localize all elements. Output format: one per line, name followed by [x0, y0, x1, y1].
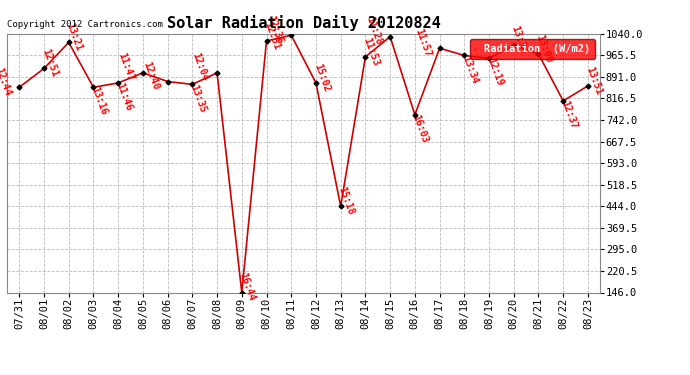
Text: 13:21: 13:21 [65, 21, 84, 53]
Text: Copyright 2012 Cartronics.com: Copyright 2012 Cartronics.com [7, 20, 163, 28]
Text: 13:34: 13:34 [510, 24, 529, 55]
Text: 13:34: 13:34 [460, 54, 480, 85]
Text: 13:35: 13:35 [188, 83, 208, 114]
Text: 15:18: 15:18 [337, 185, 356, 216]
Text: 11:57: 11:57 [413, 27, 433, 58]
Text: 11:53: 11:53 [362, 36, 381, 67]
Text: 11:28: 11:28 [364, 16, 383, 46]
Text: 16:44: 16:44 [237, 272, 257, 303]
Text: 12:40: 12:40 [141, 60, 161, 92]
Text: 11:47: 11:47 [117, 52, 136, 83]
Text: 11:46: 11:46 [114, 81, 133, 112]
Text: 12:36: 12:36 [265, 14, 284, 45]
Text: 13:51: 13:51 [584, 65, 603, 96]
Text: 12:19: 12:19 [485, 57, 504, 88]
Legend: Radiation  (W/m2): Radiation (W/m2) [470, 39, 595, 59]
Text: 12:51: 12:51 [262, 20, 282, 51]
Text: 12:44: 12:44 [0, 66, 12, 97]
Text: 12:51: 12:51 [40, 47, 59, 78]
Text: 12:04: 12:04 [190, 52, 210, 83]
Text: 13:16: 13:16 [89, 86, 109, 117]
Text: 12:37: 12:37 [559, 99, 578, 130]
Title: Solar Radiation Daily 20120824: Solar Radiation Daily 20120824 [167, 15, 440, 31]
Text: 16:03: 16:03 [411, 113, 430, 144]
Text: 15:02: 15:02 [312, 62, 331, 93]
Text: 13:00: 13:00 [534, 33, 554, 64]
